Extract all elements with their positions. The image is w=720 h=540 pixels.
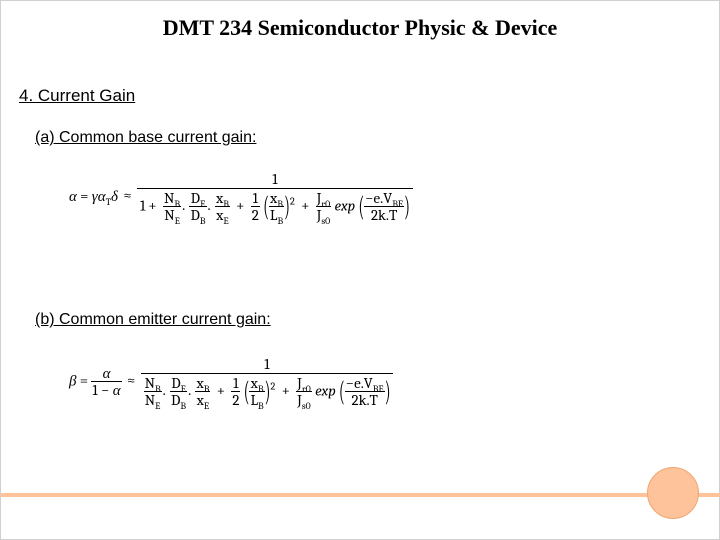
term-xb-xe: xBxE <box>215 191 230 223</box>
term-exp-arg: −e.VBE2k.T <box>364 191 404 223</box>
eq-b-numerator: 1 <box>141 356 394 374</box>
term-de-db: DEDB <box>170 376 187 408</box>
term-xb-lb: xBLB <box>249 376 264 408</box>
eq-b-lhs: β = α1 − α <box>69 366 122 398</box>
eq-b-denominator: NBNE. DEDB. xBxE + 12 (xBLB)2 + Jr0Js0 e… <box>141 374 394 408</box>
accent-circle <box>647 467 699 519</box>
term-exp-arg: −e.VBE2k.T <box>345 376 385 408</box>
subsection-a-heading: (a) Common base current gain: <box>35 129 256 147</box>
term-jr0-js0: Jr0Js0 <box>296 376 311 408</box>
eq-a-main-fraction: 1 1+ NBNE. DEDB. xBxE + 12 (xBLB)2 + Jr0… <box>137 171 413 223</box>
term-one-half: 12 <box>231 376 240 408</box>
lecture-slide: DMT 234 Semiconductor Physic & Device 4.… <box>0 0 720 540</box>
eq-a-numerator: 1 <box>137 171 413 189</box>
approx-symbol: ≈ <box>125 371 137 389</box>
approx-symbol: ≈ <box>121 186 133 204</box>
term-nb-ne: NBNE <box>163 191 181 223</box>
term-xb-lb: xBLB <box>269 191 284 223</box>
term-xb-xe: xBxE <box>195 376 210 408</box>
page-title: DMT 234 Semiconductor Physic & Device <box>1 15 719 41</box>
term-de-db: DEDB <box>189 191 206 223</box>
eq-b-main-fraction: 1 NBNE. DEDB. xBxE + 12 (xBLB)2 + Jr0Js0… <box>141 356 394 408</box>
equation-beta: β = α1 − α ≈ 1 NBNE. DEDB. xBxE + 12 (xB… <box>69 356 393 408</box>
equation-alpha: α = γαTδ ≈ 1 1+ NBNE. DEDB. xBxE + 12 (x… <box>69 171 413 223</box>
alpha-over-one-minus-alpha: α1 − α <box>91 366 121 398</box>
accent-bar <box>1 493 720 497</box>
section-heading: 4. Current Gain <box>19 86 135 106</box>
subsection-b-heading: (b) Common emitter current gain: <box>35 311 271 329</box>
term-jr0-js0: Jr0Js0 <box>316 191 331 223</box>
eq-a-denominator: 1+ NBNE. DEDB. xBxE + 12 (xBLB)2 + Jr0Js… <box>137 189 413 223</box>
term-nb-ne: NBNE <box>144 376 162 408</box>
term-one-half: 12 <box>251 191 260 223</box>
eq-a-lhs: α = γαTδ <box>69 187 118 206</box>
